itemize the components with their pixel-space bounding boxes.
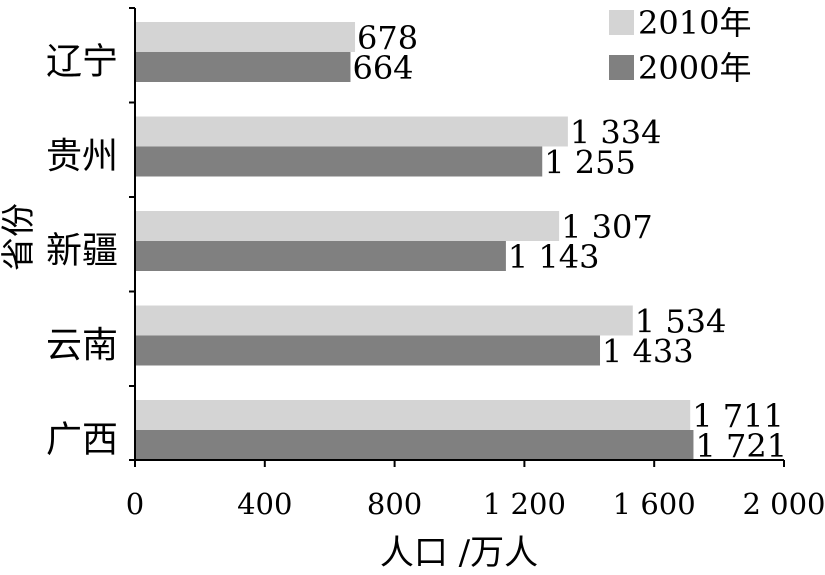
bar-2010-2 [135, 211, 560, 241]
value-label-2010-2: 1 307 [561, 208, 653, 246]
bars-group [135, 22, 694, 460]
category-label-4: 广西 [46, 419, 118, 460]
value-label-2010-0: 678 [357, 19, 418, 57]
x-tick-label-1: 400 [237, 487, 292, 521]
value-label-2000-3: 1 433 [602, 333, 694, 371]
value-label-2000-4: 1 721 [695, 427, 787, 465]
bar-2010-3 [135, 305, 633, 336]
bar-2010-4 [135, 400, 691, 430]
category-label-2: 新疆 [46, 230, 118, 271]
x-tick-label-5: 2 000 [742, 487, 825, 521]
value-label-2010-3: 1 534 [635, 303, 727, 341]
legend: 2010年 2000年 [609, 4, 751, 87]
value-label-2000-0: 664 [352, 49, 413, 87]
value-label-2000-1: 1 255 [544, 144, 636, 182]
legend-label-2000: 2000年 [638, 49, 751, 87]
y-ticks-group [129, 7, 135, 461]
bar-2000-1 [135, 146, 543, 177]
category-label-1: 贵州 [46, 136, 118, 177]
legend-swatch-2000 [609, 55, 634, 80]
bar-2000-4 [135, 430, 694, 460]
x-tick-label-2: 800 [367, 487, 422, 521]
value-label-2010-1: 1 334 [570, 114, 662, 152]
bar-2010-1 [135, 116, 568, 147]
x-ticks-group: 0 400 800 1 200 1 600 2 000 [126, 460, 825, 521]
bar-2000-0 [135, 52, 351, 82]
category-label-0: 辽宁 [46, 41, 118, 82]
legend-label-2010: 2010年 [638, 4, 751, 42]
value-label-2000-2: 1 143 [508, 238, 600, 276]
bar-2000-3 [135, 335, 601, 366]
legend-swatch-2010 [609, 10, 634, 35]
axes-group [134, 8, 784, 461]
x-tick-label-3: 1 200 [483, 487, 566, 521]
bar-2010-0 [135, 22, 356, 52]
category-label-3: 云南 [46, 325, 118, 366]
x-tick-label-0: 0 [126, 487, 144, 521]
value-label-2010-4: 1 711 [692, 397, 784, 435]
x-tick-label-4: 1 600 [613, 487, 696, 521]
bar-2000-2 [135, 241, 506, 271]
x-axis-title: 人口 /万人 [380, 533, 538, 573]
y-axis-title: 省份 [0, 203, 39, 271]
